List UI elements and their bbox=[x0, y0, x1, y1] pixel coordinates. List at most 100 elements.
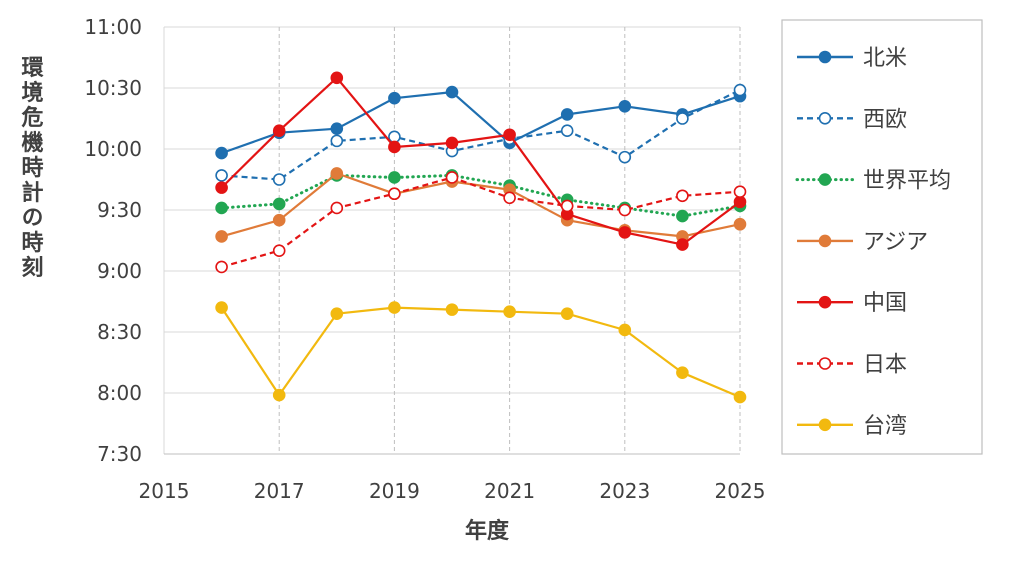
data-point bbox=[330, 201, 344, 215]
data-point bbox=[618, 323, 632, 337]
data-point bbox=[388, 91, 401, 105]
y-tick-label: 7:30 bbox=[97, 442, 142, 466]
y-tick-label: 9:30 bbox=[97, 198, 142, 222]
legend-marker-6 bbox=[818, 418, 832, 432]
data-point bbox=[733, 217, 747, 231]
data-point bbox=[676, 366, 689, 379]
series-0 bbox=[215, 85, 747, 160]
data-point bbox=[330, 122, 344, 135]
legend-label-6: 台湾 bbox=[863, 414, 907, 439]
data-point bbox=[733, 83, 747, 97]
y-tick-label: 10:30 bbox=[84, 76, 142, 100]
data-point bbox=[272, 197, 286, 211]
data-point bbox=[560, 124, 574, 137]
data-point bbox=[503, 191, 516, 205]
data-point bbox=[330, 307, 344, 321]
data-point bbox=[618, 150, 632, 164]
data-point bbox=[330, 134, 344, 148]
data-point bbox=[445, 303, 459, 316]
x-tick-label: 2021 bbox=[484, 479, 535, 503]
series-2 bbox=[215, 169, 747, 223]
legend-label-5: 日本 bbox=[863, 353, 907, 378]
legend-label-3: アジア bbox=[863, 230, 928, 255]
series-4 bbox=[215, 71, 747, 251]
data-point bbox=[445, 171, 459, 184]
data-point bbox=[503, 128, 516, 142]
data-point bbox=[503, 305, 516, 318]
legend-label-2: 世界平均 bbox=[863, 169, 951, 194]
data-point bbox=[388, 301, 401, 314]
series-6 bbox=[215, 301, 747, 404]
legend-label-4: 中国 bbox=[863, 291, 907, 316]
legend-marker-2 bbox=[818, 173, 832, 186]
data-point bbox=[445, 136, 459, 150]
data-point bbox=[676, 238, 689, 251]
data-point bbox=[560, 199, 574, 213]
series-3 bbox=[215, 167, 747, 243]
legend-marker-5 bbox=[818, 357, 832, 370]
x-tick-label: 2025 bbox=[715, 479, 766, 503]
label-layer: 7:30 8:00 8:30 9:00 9:30 10:00 10:30 11:00 2015 2… bbox=[18, 15, 766, 544]
series-line bbox=[220, 306, 741, 399]
data-point bbox=[272, 173, 286, 186]
y-tick-label: 11:00 bbox=[84, 15, 142, 39]
series-line bbox=[221, 172, 741, 238]
data-point bbox=[560, 108, 574, 121]
data-point bbox=[215, 260, 228, 274]
data-point bbox=[215, 230, 228, 243]
series-1 bbox=[215, 83, 747, 186]
y-tick-label: 10:00 bbox=[84, 137, 142, 161]
y-tick-label: 8:00 bbox=[97, 381, 142, 405]
x-tick-label: 2019 bbox=[369, 479, 420, 503]
legend-marker-0 bbox=[818, 50, 832, 64]
data-point bbox=[733, 185, 747, 198]
data-point bbox=[272, 124, 286, 137]
series-line bbox=[220, 173, 742, 218]
y-axis-title: 環境危機時計の時刻 bbox=[18, 56, 44, 281]
data-point bbox=[215, 201, 228, 215]
x-tick-label: 2015 bbox=[139, 479, 190, 503]
data-point bbox=[445, 85, 459, 99]
data-point bbox=[215, 169, 228, 182]
data-point bbox=[388, 140, 401, 154]
series-line bbox=[221, 89, 741, 181]
data-point bbox=[676, 189, 689, 203]
x-axis-title: 年度 bbox=[465, 518, 510, 544]
legend-marker-4 bbox=[818, 295, 832, 309]
series-5 bbox=[215, 171, 747, 274]
data-point bbox=[676, 209, 689, 223]
legend-marker-1 bbox=[818, 112, 832, 125]
data-point bbox=[272, 244, 286, 257]
data-point bbox=[388, 130, 401, 144]
axis-layer bbox=[163, 27, 740, 455]
series-line bbox=[220, 76, 741, 246]
data-point bbox=[330, 167, 344, 180]
legend-label-0: 北米 bbox=[863, 46, 907, 71]
series-line bbox=[221, 176, 741, 268]
y-tick-label: 8:30 bbox=[97, 320, 142, 344]
data-point bbox=[215, 181, 228, 194]
data-point bbox=[215, 301, 228, 314]
legend-label-1: 西欧 bbox=[863, 107, 907, 132]
series-line bbox=[221, 90, 741, 155]
data-point bbox=[733, 195, 747, 209]
data-point bbox=[618, 203, 632, 217]
legend-marker-3 bbox=[818, 234, 832, 248]
legend-box bbox=[781, 19, 983, 455]
data-point bbox=[733, 390, 747, 404]
series-layer bbox=[215, 71, 747, 404]
data-point bbox=[215, 146, 228, 160]
data-point bbox=[388, 171, 401, 184]
data-point bbox=[618, 226, 632, 239]
data-point bbox=[560, 307, 574, 321]
data-point bbox=[618, 100, 632, 113]
data-point bbox=[388, 187, 401, 201]
y-tick-label: 9:00 bbox=[97, 259, 142, 283]
data-point bbox=[676, 112, 689, 125]
x-tick-label: 2017 bbox=[254, 479, 305, 503]
data-point bbox=[272, 213, 286, 227]
data-point bbox=[330, 71, 344, 85]
